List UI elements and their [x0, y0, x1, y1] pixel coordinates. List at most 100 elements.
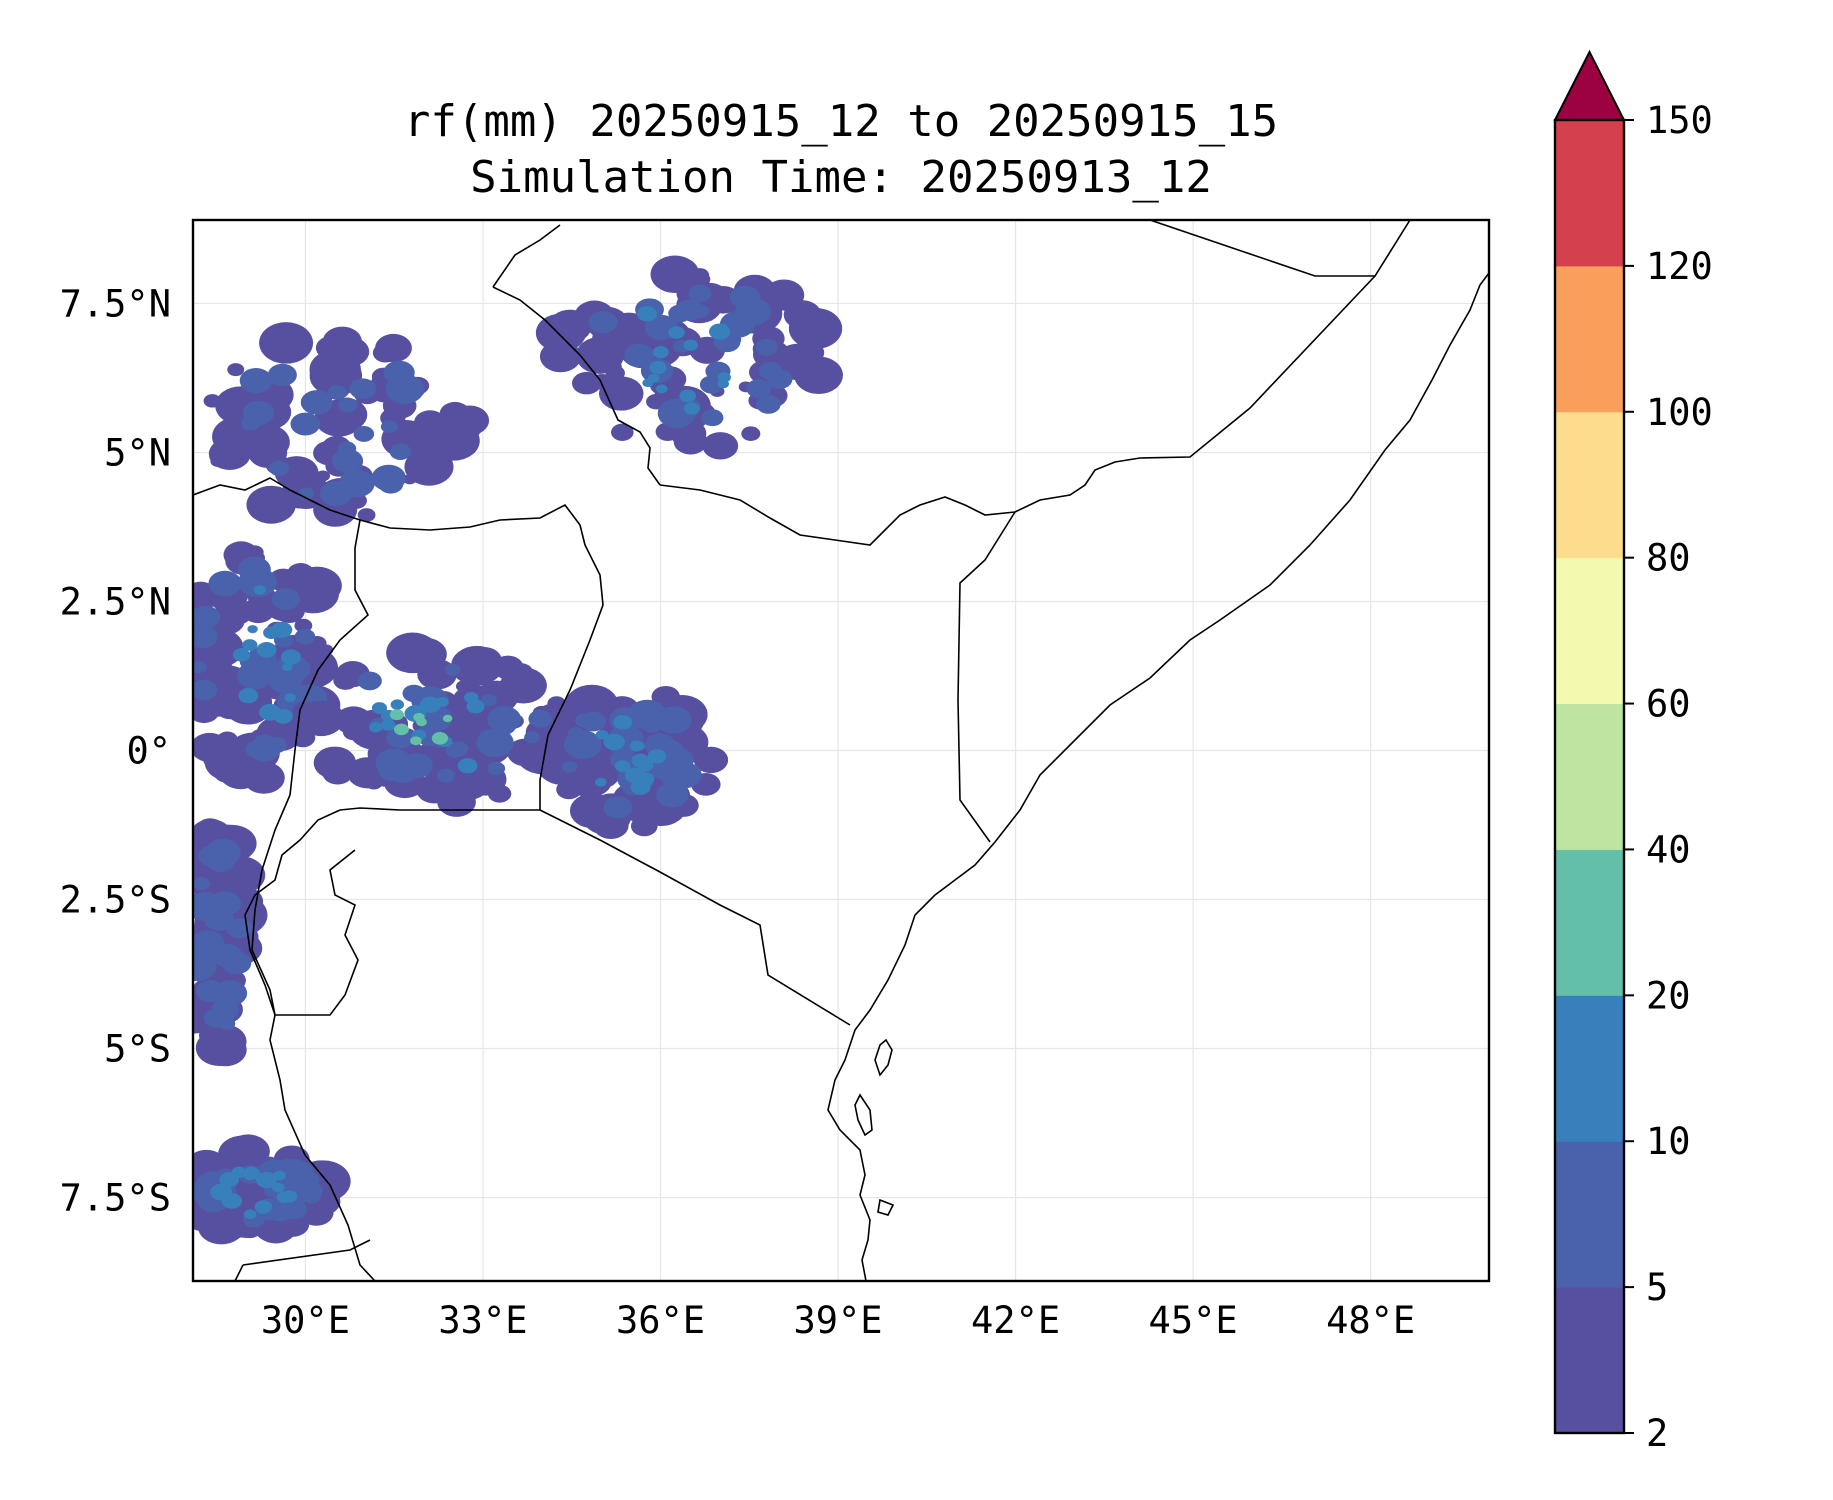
rain-cell-intense [256, 642, 277, 658]
rain-cell [259, 322, 314, 364]
colorbar-segment [1555, 995, 1624, 1142]
rain-cell [294, 618, 313, 633]
rain-cell-intense [255, 1171, 278, 1189]
rainfall-contours [193, 255, 843, 1245]
rain-cell-intense [331, 448, 364, 473]
rain-cell-intense [237, 556, 271, 582]
rain-cell [208, 437, 251, 471]
rain-cell-intense [717, 372, 731, 383]
rain-cell-intense [595, 777, 607, 787]
coast-somalia [994, 272, 1489, 843]
rain-cell-intense [213, 986, 235, 1003]
rain-cell-intense [247, 625, 258, 634]
rain-cell [241, 597, 275, 624]
y-axis: 7.5°N 5°N 2.5°N 0° 2.5°S 5°S 7.5°S [60, 282, 171, 1219]
rain-cell-intense [243, 1209, 257, 1220]
rain-cell [611, 423, 634, 441]
rain-cell-intense [268, 460, 290, 477]
rain-cell [245, 545, 264, 560]
colorbar-extend-arrow [1553, 49, 1626, 121]
y-tick-label: 2.5°S [60, 879, 171, 922]
lake-victoria-shore [251, 794, 540, 1016]
rain-cell [487, 784, 512, 803]
rain-cell [449, 431, 473, 450]
island-pemba [874, 1038, 893, 1077]
rain-cell-intense [193, 660, 207, 674]
rain-cell-intense [603, 733, 625, 751]
rain-cell-intense [746, 379, 772, 399]
rain-cell-intense [371, 464, 406, 492]
rain-cell-intense [693, 305, 710, 318]
rain-cell [437, 778, 457, 794]
rain-cell [464, 659, 489, 678]
rain-cell-intense [208, 570, 242, 597]
rain-cell-intense [371, 702, 388, 714]
rain-cell-intense [442, 714, 453, 723]
border-kenya-tanzania [539, 809, 851, 1026]
y-tick-label: 2.5°N [60, 580, 171, 623]
colorbar-label: 150 [1646, 99, 1713, 142]
x-axis: 30°E 33°E 36°E 39°E 42°E 45°E 48°E [261, 1299, 1415, 1342]
rain-cell-intense [755, 338, 778, 356]
rain-cell-intense [300, 390, 333, 415]
rain-cell-intense [402, 684, 426, 703]
rain-cell [449, 793, 466, 807]
rain-cell [403, 474, 417, 485]
y-tick-label: 0° [126, 730, 171, 773]
rain-cell [425, 666, 451, 687]
rain-cell-intense [337, 397, 358, 413]
colorbar-label: 10 [1646, 1120, 1691, 1163]
rain-cell-intense [561, 760, 578, 773]
y-tick-label: 5°S [104, 1028, 171, 1071]
y-tick-label: 5°N [104, 431, 171, 474]
border-tanzania-west [269, 1014, 376, 1281]
rain-cell [567, 763, 613, 798]
rain-cell-intense [655, 384, 668, 394]
rain-cell-intense [457, 758, 478, 774]
rain-cell-intense [637, 306, 657, 322]
border-south-sudan-ethiopia [492, 224, 661, 486]
rain-cell [357, 508, 376, 522]
border-uganda [289, 503, 604, 810]
rain-cell [763, 279, 805, 311]
rain-cell [342, 723, 365, 741]
rain-cell-intense [231, 1166, 247, 1179]
rain-cell-intense [281, 662, 293, 672]
rain-cell-intense [271, 588, 300, 610]
rain-cell [492, 655, 524, 680]
rain-cell-intense [239, 368, 273, 394]
island-mafia [877, 1198, 895, 1216]
rain-cell [203, 1033, 247, 1067]
rain-cell-intense [613, 715, 633, 730]
colorbar-label: 40 [1646, 828, 1691, 871]
rain-cell [243, 424, 290, 461]
colorbar-label: 100 [1646, 391, 1713, 434]
rain-cell-intense [683, 339, 699, 351]
rain-cell [203, 394, 222, 408]
rain-cell-intense [256, 669, 273, 682]
y-tick-label: 7.5°S [60, 1177, 171, 1220]
rain-cell [673, 428, 708, 455]
border-somaliland [1149, 220, 1375, 277]
rain-cell-intense [193, 941, 211, 963]
colorbar-label: 20 [1646, 974, 1691, 1017]
rain-cell-intense [193, 876, 211, 891]
rain-cell-intense [660, 708, 689, 730]
rain-cell-intense [357, 671, 382, 691]
rain-cell-intense [232, 648, 251, 662]
rain-cell [211, 636, 234, 654]
rain-cell-intense [237, 661, 274, 690]
rain-cell-intense [492, 717, 516, 735]
colorbar-segment [1555, 849, 1624, 996]
title-line-2: Simulation Time: 20250913_12 [470, 152, 1212, 203]
rain-cell-intense [588, 310, 618, 334]
rain-cell [607, 361, 622, 372]
rain-cell-intense [436, 697, 449, 707]
rain-cell-intense [221, 951, 252, 975]
country-borders [193, 220, 1489, 1281]
island-zanzibar [854, 1093, 873, 1137]
rain-cell-intense [349, 378, 377, 400]
rain-cell-intense [668, 326, 685, 339]
rain-cell-intense [709, 323, 731, 340]
colorbar-label: 60 [1646, 683, 1691, 726]
